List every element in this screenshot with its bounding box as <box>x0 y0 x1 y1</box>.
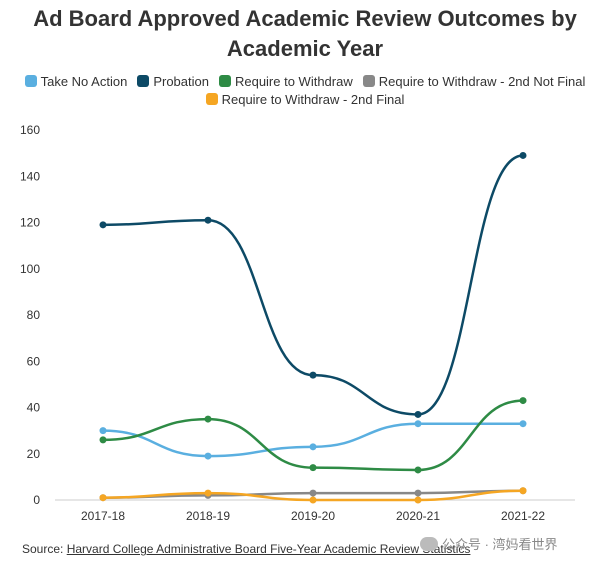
chart-title-line-1: Ad Board Approved Academic Review Outcom… <box>33 6 577 31</box>
data-point-require-to-withdraw <box>204 415 212 423</box>
chart-title: Ad Board Approved Academic Review Outcom… <box>0 4 610 64</box>
y-tick-label: 160 <box>20 123 40 137</box>
data-point-probation <box>204 216 212 224</box>
data-point-probation <box>519 151 527 159</box>
y-tick-label: 80 <box>27 308 41 322</box>
y-tick-label: 100 <box>20 262 40 276</box>
series-line-probation <box>101 154 525 416</box>
data-point-take-no-action <box>99 427 107 435</box>
legend-label-require-to-withdraw: Require to Withdraw <box>234 73 353 89</box>
y-tick-label: 0 <box>33 493 40 507</box>
series-line-take-no-action <box>101 422 525 458</box>
legend-item-take-no-action[interactable]: Take No Action <box>24 73 128 89</box>
y-tick-label: 40 <box>27 401 41 415</box>
legend-swatch-require-to-withdraw <box>218 75 231 87</box>
x-tick-label: 2018-19 <box>186 509 230 523</box>
y-tick-label: 60 <box>27 354 41 368</box>
data-point-require-to-withdraw-2nd-final <box>519 487 527 495</box>
legend-item-2nd-not-final[interactable]: Require to Withdraw - 2nd Not Final <box>362 73 586 89</box>
source-link[interactable]: Harvard College Administrative Board Fiv… <box>66 542 471 556</box>
legend-row-2: Require to Withdraw - 2nd Final <box>0 90 610 108</box>
legend-swatch-2nd-not-final <box>362 75 375 87</box>
data-point-require-to-withdraw-2nd-final <box>204 489 212 497</box>
legend-row-1: Take No Action Probation Require to With… <box>0 72 610 90</box>
data-point-require-to-withdraw-2nd-final <box>99 494 107 502</box>
series-line-require-to-withdraw <box>101 399 525 472</box>
watermark: 公众号 · 湾妈看世界 <box>420 534 558 553</box>
data-point-require-to-withdraw-2nd-not-final <box>309 489 317 497</box>
data-point-require-to-withdraw-2nd-final <box>414 496 422 504</box>
legend-item-require-to-withdraw[interactable]: Require to Withdraw <box>218 73 353 89</box>
y-tick-label: 120 <box>20 216 40 230</box>
legend-item-2nd-final[interactable]: Require to Withdraw - 2nd Final <box>205 91 405 107</box>
chart-legend: Take No Action Probation Require to With… <box>0 72 610 108</box>
legend-swatch-probation <box>137 75 150 87</box>
data-point-require-to-withdraw <box>99 436 107 444</box>
y-tick-label: 140 <box>20 169 40 183</box>
data-point-take-no-action <box>204 452 212 460</box>
chart-title-line-2: Academic Year <box>226 36 384 61</box>
data-point-require-to-withdraw <box>309 464 317 472</box>
data-point-probation <box>309 371 317 379</box>
legend-label-2nd-not-final: Require to Withdraw - 2nd Not Final <box>378 73 586 89</box>
wechat-icon <box>420 536 438 551</box>
legend-label-2nd-final: Require to Withdraw - 2nd Final <box>221 91 405 107</box>
x-tick-label: 2021-22 <box>501 509 545 523</box>
source-note: Source: Harvard College Administrative B… <box>22 542 470 556</box>
data-point-probation <box>414 410 422 418</box>
x-tick-label: 2019-20 <box>291 509 335 523</box>
y-tick-label: 20 <box>27 447 41 461</box>
data-point-take-no-action <box>309 443 317 451</box>
legend-label-probation: Probation <box>153 73 209 89</box>
watermark-text: 公众号 · 湾妈看世界 <box>442 537 558 552</box>
data-point-require-to-withdraw <box>519 397 527 405</box>
legend-swatch-2nd-final <box>205 93 218 105</box>
data-point-require-to-withdraw-2nd-not-final <box>414 489 422 497</box>
legend-item-probation[interactable]: Probation <box>137 74 209 89</box>
x-tick-label: 2017-18 <box>81 509 125 523</box>
legend-swatch-take-no-action <box>24 75 37 87</box>
data-point-require-to-withdraw <box>414 466 422 474</box>
data-point-take-no-action <box>519 420 527 428</box>
source-prefix: Source: <box>22 542 67 556</box>
data-point-take-no-action <box>414 420 422 428</box>
x-tick-label: 2020-21 <box>396 509 440 523</box>
data-point-probation <box>99 221 107 229</box>
data-point-require-to-withdraw-2nd-final <box>309 496 317 504</box>
legend-label-take-no-action: Take No Action <box>40 73 128 89</box>
